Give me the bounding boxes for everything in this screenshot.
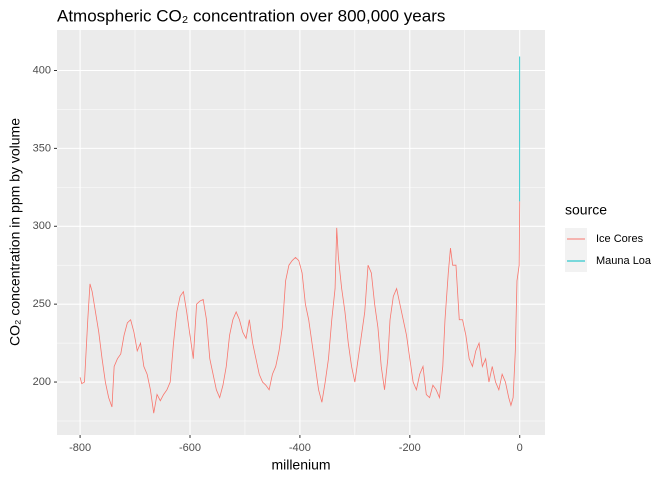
panel — [57, 30, 545, 435]
y-tick-label: 200 — [33, 376, 51, 388]
y-axis-label: CO₂ concentration in ppm by volume — [7, 118, 23, 346]
y-tick-label: 400 — [33, 64, 51, 76]
x-tick-label: -400 — [289, 442, 311, 454]
legend-title: source — [565, 202, 607, 218]
legend-label: Mauna Loa — [596, 255, 652, 267]
legend-label: Ice Cores — [596, 233, 644, 245]
x-tick-label: -200 — [399, 442, 421, 454]
x-tick-label: -600 — [179, 442, 201, 454]
x-axis-label: millenium — [271, 457, 330, 473]
chart-title: Atmospheric CO₂ concentration over 800,0… — [57, 6, 445, 25]
y-tick-label: 250 — [33, 298, 51, 310]
x-tick-label: -800 — [69, 442, 91, 454]
y-tick-label: 350 — [33, 142, 51, 154]
y-tick-label: 300 — [33, 220, 51, 232]
x-tick-label: 0 — [517, 442, 523, 454]
